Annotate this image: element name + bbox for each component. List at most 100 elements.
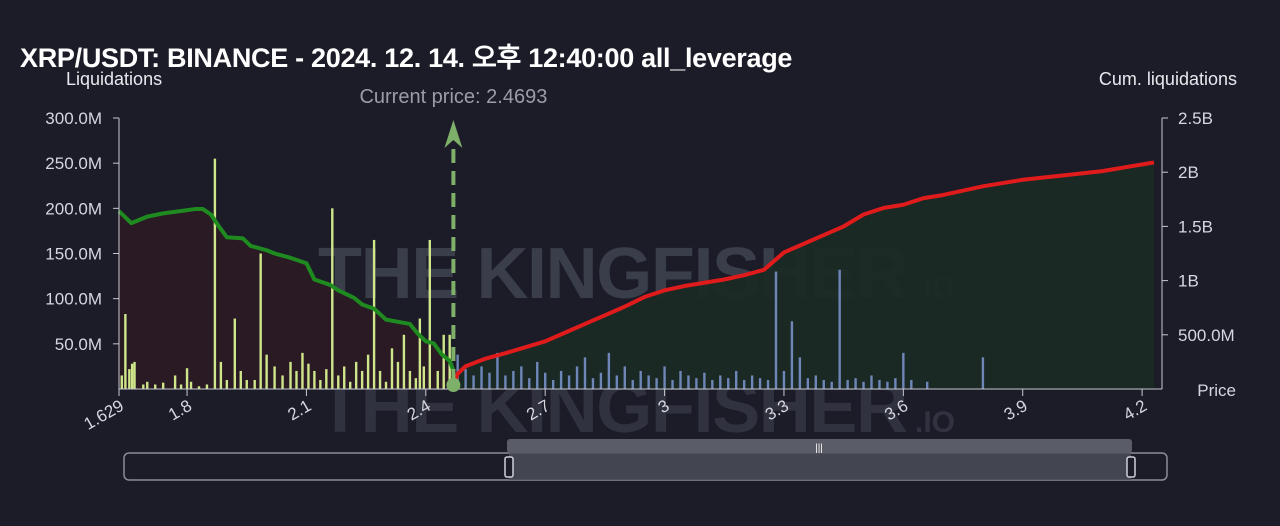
liquidation-bar-long [253, 379, 256, 389]
liquidation-bar-long [130, 363, 134, 389]
y-tick-label-right: 1B [1178, 272, 1199, 291]
liquidation-bar-long [325, 369, 328, 389]
liquidation-bar-short [623, 366, 626, 389]
liquidation-bar-short [886, 381, 889, 389]
liquidation-bar-long [154, 384, 157, 389]
navigator-handle-right[interactable] [1126, 456, 1136, 478]
y-axis-label-left: Liquidations [66, 69, 163, 89]
liquidation-bar-short [536, 361, 539, 389]
x-tick-label: 1.629 [81, 396, 127, 434]
liquidation-bar-short [703, 372, 706, 389]
liquidation-bar-long [185, 368, 189, 389]
liquidation-bar-long [428, 239, 431, 389]
current-price-label: Current price: 2.4693 [359, 86, 547, 108]
liquidation-bar-long [307, 363, 310, 389]
liquidation-bar-long [239, 370, 242, 389]
liquidation-bar-short [488, 372, 491, 389]
liquidation-bar-short [559, 370, 563, 389]
liquidation-bar-short [790, 321, 794, 389]
liquidation-bar-short [464, 369, 467, 389]
y-tick-label-left: 100.0M [45, 290, 102, 309]
liquidation-bar-short [504, 375, 507, 389]
liquidation-bar-long [265, 354, 268, 389]
y-tick-label-right: 2B [1178, 163, 1199, 182]
liquidation-bar-long [442, 334, 445, 389]
liquidation-bar-short [615, 375, 619, 389]
liquidation-bar-short [750, 375, 754, 389]
x-tick-label: 2.1 [284, 396, 314, 424]
liquidation-bar-long [422, 366, 426, 389]
liquidation-bar-short [575, 366, 579, 389]
liquidation-bar-long [124, 314, 127, 389]
liquidation-bar-long [179, 384, 183, 389]
liquidation-bar-short [742, 379, 746, 389]
liquidation-bar-long [408, 370, 412, 389]
liquidation-bar-short [926, 381, 929, 389]
liquidation-bar-short [480, 366, 483, 389]
liquidation-bar-short [735, 370, 738, 389]
liquidation-bar-long [213, 158, 217, 389]
liquidation-bar-short [607, 352, 611, 389]
cumulative-areas [119, 162, 1155, 389]
liquidation-bar-short [870, 375, 873, 389]
liquidation-bar-short [567, 375, 571, 389]
liquidation-bar-long [219, 361, 223, 389]
liquidation-bar-long [337, 375, 340, 389]
liquidation-bar-long [245, 379, 248, 389]
liquidation-bar-long [133, 361, 136, 389]
liquidation-bar-short [854, 378, 857, 389]
liquidation-bar-short [981, 357, 985, 389]
liquidation-bar-short [647, 375, 650, 389]
liquidation-bar-short [830, 381, 833, 389]
short-cumulative-area [453, 162, 1155, 389]
liquidation-bar-short [902, 352, 905, 389]
liquidation-bar-short [758, 378, 762, 389]
liquidation-bar-long [128, 369, 131, 389]
liquidation-bar-long [349, 381, 352, 389]
liquidation-bar-long [259, 253, 262, 389]
liquidation-bar-long [189, 381, 193, 389]
liquidation-bar-short [631, 379, 634, 389]
liquidation-bar-long [319, 379, 322, 389]
navigator-handle-left[interactable] [504, 456, 514, 478]
liquidation-bar-long [360, 370, 364, 389]
liquidation-bar-short [583, 357, 587, 389]
liquidation-bar-long [372, 239, 376, 389]
liquidation-bar-long [354, 361, 358, 389]
liquidation-bar-short [838, 269, 841, 389]
liquidation-bar-short [814, 375, 817, 389]
liquidation-bar-long [331, 208, 334, 389]
y-tick-label-right: 1.5B [1178, 217, 1213, 236]
liquidation-bar-short [520, 366, 523, 389]
liquidation-bar-short [512, 370, 515, 389]
liquidation-bar-short [663, 366, 666, 389]
liquidation-bar-short [910, 379, 913, 389]
liquidation-bar-short [655, 378, 658, 389]
navigator-scrollbar[interactable] [507, 439, 1132, 453]
liquidation-bar-short [719, 375, 722, 389]
liquidation-bar-short [766, 379, 770, 389]
liquidation-bar-short [551, 379, 555, 389]
liquidation-bar-long [289, 361, 292, 389]
current-price-arrow [444, 120, 463, 148]
chart-title: XRP/USDT: BINANCE - 2024. 12. 14. 오후 12:… [20, 43, 793, 73]
liquidation-bar-long [120, 375, 123, 389]
liquidation-bar-long [414, 378, 418, 389]
long-cumulative-area [119, 209, 454, 389]
liquidation-bar-short [599, 372, 603, 389]
liquidation-bar-long [233, 318, 237, 389]
watermark-suffix-reflection: .IO [915, 406, 955, 439]
x-axis-label: Price [1197, 381, 1236, 400]
y-tick-label-left: 250.0M [45, 154, 102, 173]
liquidation-bar-long [402, 334, 406, 389]
liquidation-bar-long [418, 318, 422, 389]
liquidation-bar-short [711, 379, 714, 389]
liquidation-bar-short [695, 378, 698, 389]
short-cumulative-line [451, 160, 1155, 387]
liquidation-bar-long [384, 381, 388, 389]
liquidation-bar-short [639, 370, 642, 389]
liquidation-bar-long [161, 382, 165, 389]
liquidation-bar-long [225, 379, 229, 389]
navigator-selected-range[interactable] [509, 453, 1131, 480]
range-navigator[interactable]: ||| [123, 439, 1168, 481]
